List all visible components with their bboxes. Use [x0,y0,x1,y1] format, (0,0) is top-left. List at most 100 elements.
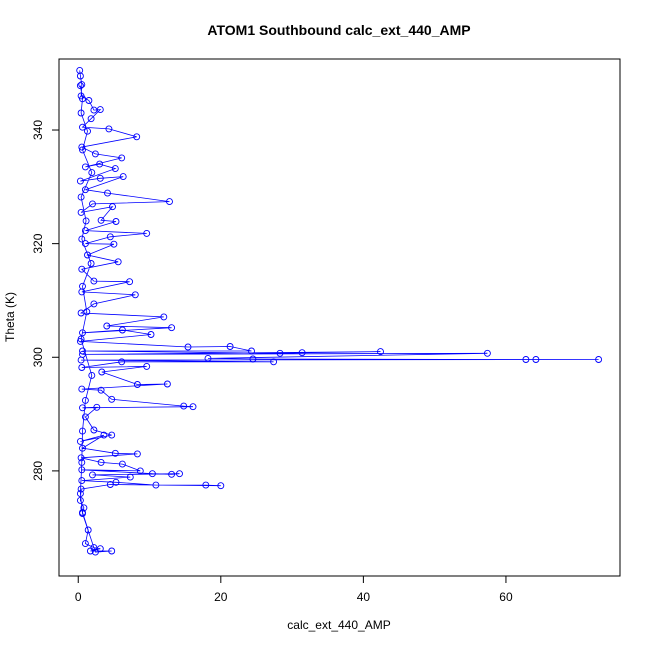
data-point [532,356,540,363]
data-point [103,322,111,330]
data-point [108,395,116,403]
data-point [96,160,104,168]
data-point [163,380,171,388]
data-point [133,450,141,458]
data-point [111,449,119,457]
data-point [88,169,96,177]
data-point [377,348,384,356]
data-point [168,324,176,332]
x-tick-label: 0 [75,590,82,604]
data-point [97,386,105,394]
data-point [148,470,156,478]
data-point [79,404,86,412]
data-point [248,347,255,355]
data-point [522,356,530,363]
data-point [91,548,99,556]
data-point [118,358,126,366]
data-point [84,127,91,135]
data-point [118,460,126,468]
data-point [79,329,86,337]
data-point [96,545,104,553]
data-point [276,349,284,357]
data-point [152,481,160,489]
data-point [204,354,212,362]
data-point [77,335,85,343]
data-point [84,251,91,259]
data-point [76,177,84,185]
data-point [111,165,119,173]
data-point [78,385,86,393]
chart-title: ATOM1 Southbound calc_ext_440_AMP [207,22,470,38]
data-point [98,368,106,376]
data-point [202,481,210,489]
data-point [79,146,86,154]
data-point [78,143,86,151]
data-point [93,403,101,411]
data-point [76,490,84,498]
data-point [90,300,98,308]
data-point [89,200,96,208]
data-point [79,95,86,103]
data-point [133,133,141,141]
data-point [79,510,86,517]
data-point [85,97,93,104]
data-point [77,356,85,364]
data-point [133,381,141,388]
data-point [79,282,86,290]
data-point [595,356,603,363]
y-axis: 280 300 320 340 [31,120,60,481]
data-point [168,470,176,478]
plot-area [76,66,603,556]
data-point [189,403,197,411]
data-point [270,358,278,366]
data-point [76,82,84,90]
data-point [106,233,114,241]
data-point [249,355,257,363]
data-point [108,431,116,439]
data-point [112,218,120,225]
data-point [96,174,104,182]
data-point [84,526,92,534]
data-point [82,217,90,225]
data-point [118,154,126,162]
data-point [78,466,86,474]
plot-frame [58,58,621,577]
y-tick-label: 340 [31,120,45,140]
data-point [104,189,111,197]
data-point [96,106,104,114]
data-point [78,458,86,466]
data-point [76,72,84,80]
data-point [88,371,96,379]
data-point [81,396,89,404]
data-point [217,482,225,490]
data-point [83,308,91,316]
data-point [166,198,173,206]
data-point [112,478,120,486]
data-point [78,81,86,89]
data-point [147,331,155,338]
data-point [109,203,116,211]
data-point [108,547,116,555]
data-point [90,426,98,434]
data-point [79,427,86,435]
data-point [77,109,85,117]
y-axis-label: Theta (K) [3,292,17,342]
data-point [483,349,491,357]
data-point [118,326,126,334]
x-axis-label: calc_ext_440_AMP [287,618,390,632]
data-point [110,240,118,248]
data-point [100,431,108,439]
data-point [77,208,85,216]
y-tick-label: 280 [31,461,45,481]
data-point [143,362,151,370]
series-line [79,70,599,553]
data-point [76,437,84,445]
data-point [89,471,96,479]
data-point [79,123,86,131]
data-point [86,547,94,555]
data-point [77,454,85,462]
data-point [180,402,188,410]
data-point [81,186,89,194]
data-point [79,444,86,452]
